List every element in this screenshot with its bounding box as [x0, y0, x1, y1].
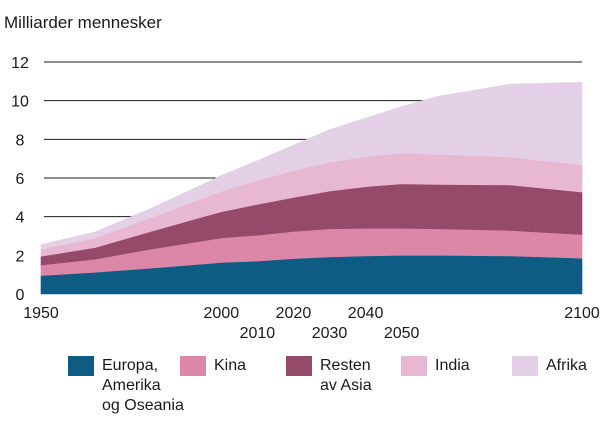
x-tick-label: 2000 [204, 305, 240, 322]
area-series [40, 81, 583, 295]
x-tick-label: 1950 [23, 305, 59, 322]
area-series-4 [40, 81, 583, 250]
legend-item: Europa, Amerika og Oseania [68, 356, 184, 416]
x-tick-label: 2020 [276, 305, 312, 322]
y-tick-label: 10 [11, 94, 29, 111]
y-tick-label: 4 [16, 210, 25, 227]
legend-item: Afrika [512, 356, 587, 376]
legend-swatch [180, 356, 206, 376]
y-tick-label: 2 [16, 248, 25, 265]
y-tick-label: 0 [16, 287, 25, 304]
y-tick-label: 6 [16, 171, 25, 188]
legend-label: Resten av Asia [320, 357, 372, 394]
x-tick-label: 2030 [312, 325, 348, 342]
y-axis-ticks: 0 2 4 6 8 10 12 [11, 55, 29, 304]
legend-swatch [286, 356, 312, 376]
legend-label: Afrika [546, 357, 587, 374]
legend-swatch [401, 356, 427, 376]
x-tick-label: 2010 [240, 325, 276, 342]
x-tick-label: 2050 [384, 325, 420, 342]
x-tick-label: 2040 [348, 305, 384, 322]
x-tick-label: 2100 [564, 305, 600, 322]
y-tick-label: 12 [11, 55, 29, 72]
legend-item: Kina [180, 356, 246, 376]
legend-label: Europa, Amerika og Oseania [102, 357, 184, 414]
legend-item: India [401, 356, 470, 376]
legend-swatch [68, 356, 94, 376]
legend-swatch [512, 356, 538, 376]
legend-item: Resten av Asia [286, 356, 372, 396]
chart-title: Milliarder mennesker [4, 13, 162, 32]
y-tick-label: 8 [16, 132, 25, 149]
legend: Europa, Amerika og Oseania Kina Resten av … [68, 356, 598, 436]
legend-label: Kina [214, 357, 247, 374]
legend-label: India [435, 357, 470, 374]
